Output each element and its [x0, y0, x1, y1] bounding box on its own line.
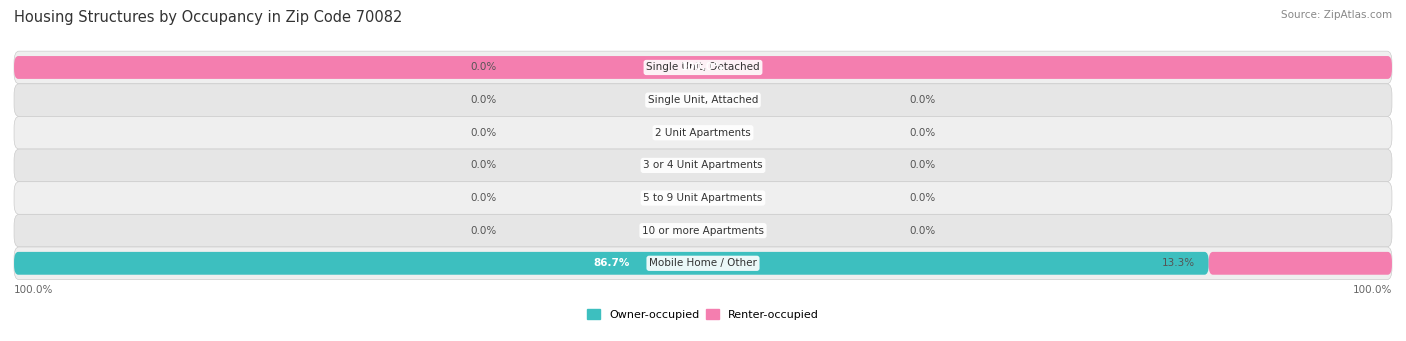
- Legend: Owner-occupied, Renter-occupied: Owner-occupied, Renter-occupied: [582, 305, 824, 324]
- Text: 2 Unit Apartments: 2 Unit Apartments: [655, 128, 751, 138]
- Text: 0.0%: 0.0%: [470, 128, 496, 138]
- FancyBboxPatch shape: [14, 247, 1392, 280]
- Text: Housing Structures by Occupancy in Zip Code 70082: Housing Structures by Occupancy in Zip C…: [14, 10, 402, 25]
- Text: 0.0%: 0.0%: [910, 226, 936, 236]
- Text: Mobile Home / Other: Mobile Home / Other: [650, 258, 756, 268]
- Text: Source: ZipAtlas.com: Source: ZipAtlas.com: [1281, 10, 1392, 20]
- Text: 0.0%: 0.0%: [470, 193, 496, 203]
- Text: 86.7%: 86.7%: [593, 258, 630, 268]
- FancyBboxPatch shape: [14, 51, 1392, 84]
- Text: 100.0%: 100.0%: [14, 284, 53, 295]
- Text: Single Unit, Detached: Single Unit, Detached: [647, 62, 759, 73]
- FancyBboxPatch shape: [14, 116, 1392, 149]
- Text: 100.0%: 100.0%: [1353, 284, 1392, 295]
- FancyBboxPatch shape: [1209, 252, 1392, 275]
- Text: 3 or 4 Unit Apartments: 3 or 4 Unit Apartments: [643, 160, 763, 170]
- FancyBboxPatch shape: [14, 182, 1392, 214]
- FancyBboxPatch shape: [14, 56, 1392, 79]
- Text: 0.0%: 0.0%: [910, 95, 936, 105]
- Text: 0.0%: 0.0%: [470, 160, 496, 170]
- Text: 10 or more Apartments: 10 or more Apartments: [643, 226, 763, 236]
- FancyBboxPatch shape: [14, 149, 1392, 182]
- FancyBboxPatch shape: [14, 214, 1392, 247]
- Text: 100.0%: 100.0%: [682, 62, 724, 73]
- Text: 5 to 9 Unit Apartments: 5 to 9 Unit Apartments: [644, 193, 762, 203]
- FancyBboxPatch shape: [14, 84, 1392, 116]
- Text: 0.0%: 0.0%: [470, 226, 496, 236]
- Text: Single Unit, Attached: Single Unit, Attached: [648, 95, 758, 105]
- Text: 0.0%: 0.0%: [470, 95, 496, 105]
- Text: 0.0%: 0.0%: [910, 128, 936, 138]
- Text: 13.3%: 13.3%: [1161, 258, 1195, 268]
- Text: 0.0%: 0.0%: [910, 160, 936, 170]
- Text: 0.0%: 0.0%: [470, 62, 496, 73]
- FancyBboxPatch shape: [14, 252, 1209, 275]
- Text: 0.0%: 0.0%: [910, 193, 936, 203]
